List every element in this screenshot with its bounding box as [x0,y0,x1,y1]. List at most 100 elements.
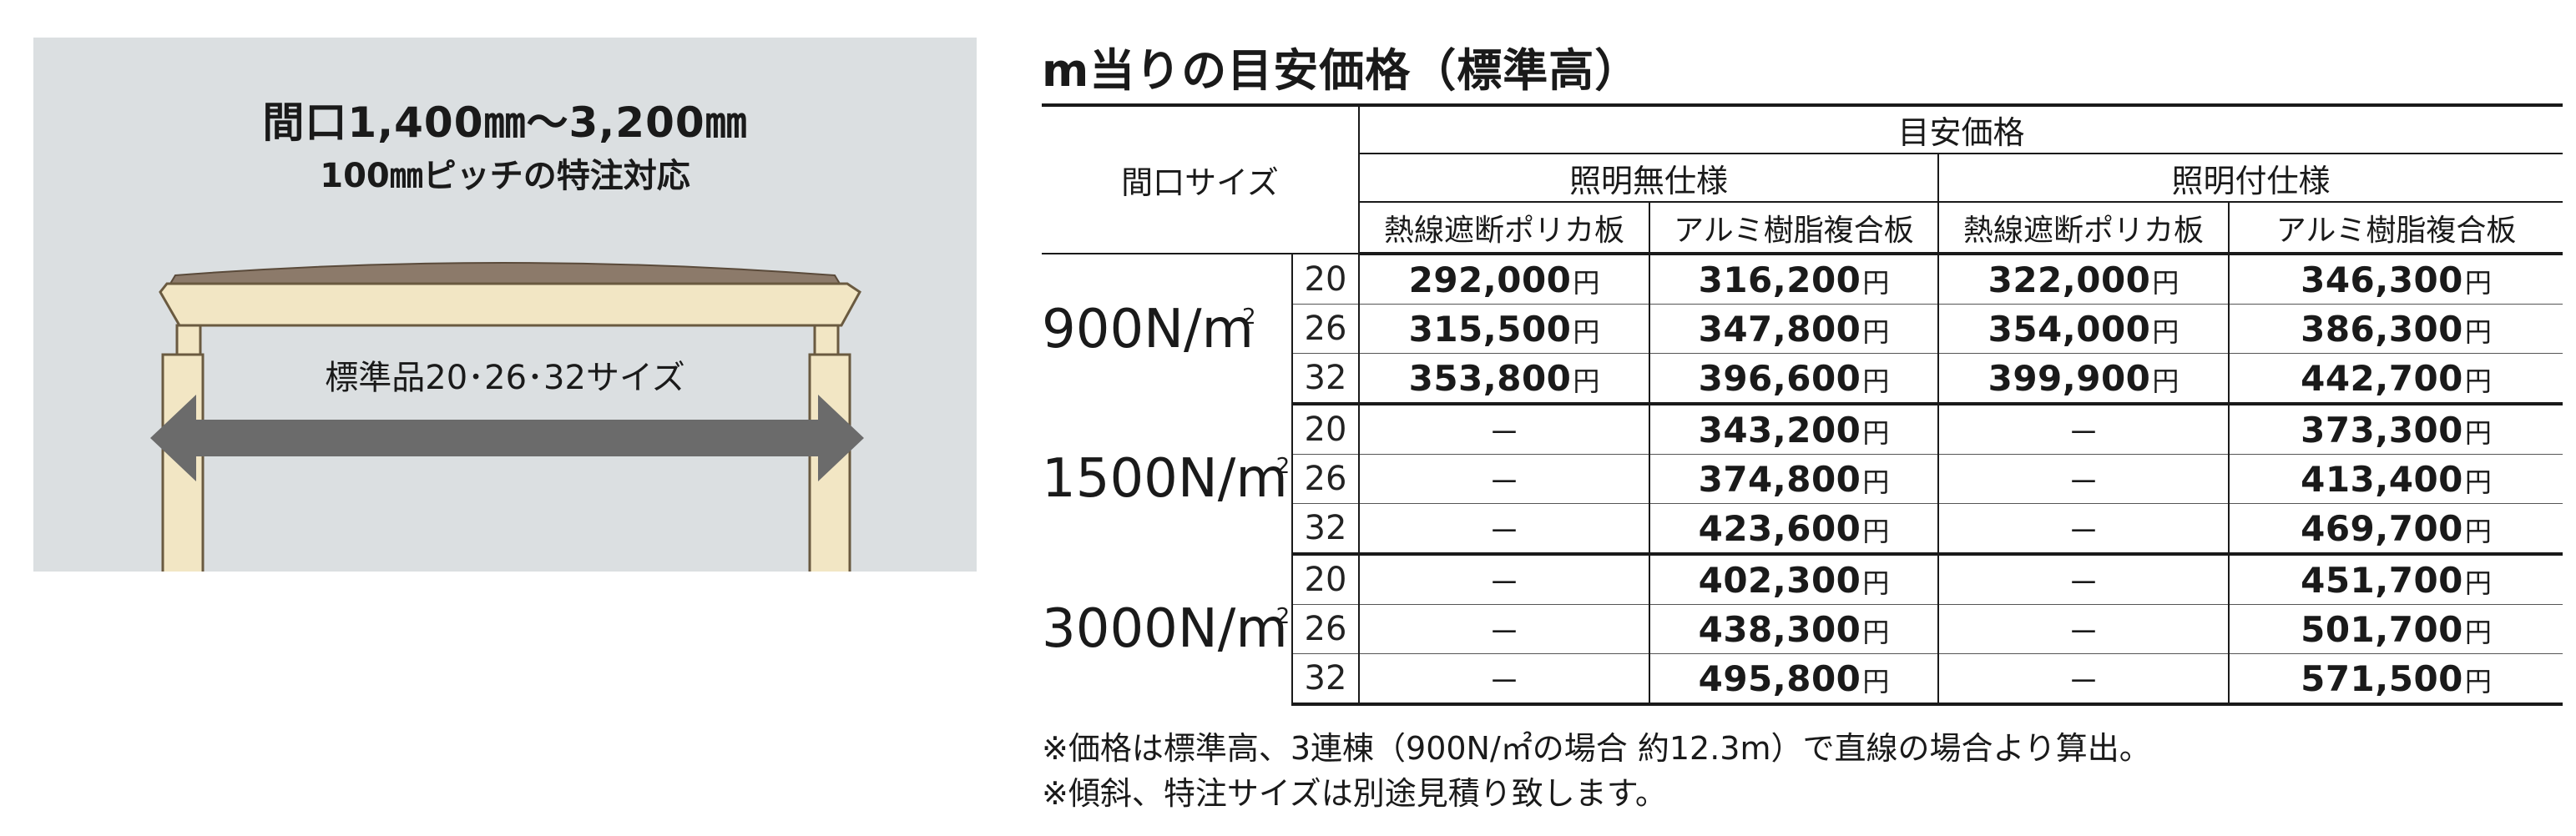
no-price-dash: － [2067,463,2099,501]
price-cell: － [1358,404,1649,455]
price-value: 423,600 [1698,507,1861,549]
price-cell: － [1937,503,2229,556]
price-value: 346,300 [2301,259,2463,300]
no-price-dash: － [1488,414,1520,451]
size-cell: 20 [1291,554,1359,605]
yen-unit: 円 [2464,416,2492,449]
size-cell: 20 [1291,254,1359,305]
no-price-dash: － [2067,613,2099,651]
load-class-cell: 1500N/m2 [1042,404,1292,554]
price-cell: 399,900円 [1937,353,2229,405]
price-cell: － [1358,653,1649,706]
yen-unit: 円 [2152,266,2179,299]
yen-unit: 円 [1862,365,1890,397]
yen-unit: 円 [2464,515,2492,547]
roof-beam-shape [159,282,861,327]
yen-unit: 円 [2464,466,2492,498]
price-cell: － [1937,604,2229,654]
table-row: 26 － 374,800円 － 413,400円 [1042,454,2563,504]
price-value: 438,300 [1698,608,1861,650]
price-value: 396,600 [1698,357,1861,399]
size-header: 間口サイズ [1042,103,1359,254]
yen-unit: 円 [2152,365,2179,397]
price-cell: 373,300円 [2227,404,2563,455]
price-cell: 451,700円 [2227,554,2563,605]
yen-unit: 円 [1862,515,1890,547]
span-arrow-shape [150,395,864,481]
standard-sizes-text: 標準品20･26･32サイズ [325,359,685,397]
yen-unit: 円 [2464,616,2492,648]
price-cell: 354,000円 [1937,304,2229,354]
yen-unit: 円 [1573,315,1600,348]
yen-unit: 円 [2464,665,2492,698]
size-cell: 26 [1291,604,1359,654]
price-value: 469,700 [2301,507,2463,549]
price-value: 501,700 [2301,608,2463,650]
yen-unit: 円 [1862,665,1890,698]
price-cell: － [1358,503,1649,556]
table-row: 32 353,800円 396,600円 399,900円 442,700円 [1042,353,2563,405]
price-cell: － [1937,653,2229,706]
column-header: 熱線遮断ポリカ板 [1358,202,1649,255]
price-cell: 322,000円 [1937,254,2229,305]
no-price-dash: － [1488,512,1520,550]
yen-unit: 円 [2464,365,2492,397]
price-value: 495,800 [1698,657,1861,699]
span-diagram: 間口1,400㎜〜3,200㎜ 100㎜ピッチの特注対応 標準品20･26･32… [33,38,977,572]
price-cell: 292,000円 [1358,254,1649,305]
size-cell: 26 [1291,454,1359,504]
column-header: アルミ樹脂複合板 [1649,202,1938,255]
yen-unit: 円 [1862,266,1890,299]
yen-unit: 円 [1862,315,1890,348]
price-cell: 374,800円 [1649,454,1938,504]
price-value: 353,800 [1408,357,1572,399]
load-class-label: 3000N/m [1042,598,1288,660]
no-price-dash: － [1488,463,1520,501]
size-cell: 32 [1291,503,1359,556]
no-price-dash: － [1488,662,1520,700]
price-cell: － [1937,404,2229,455]
price-value: 347,800 [1698,308,1861,350]
price-cell: － [1358,554,1649,605]
load-class-cell: 3000N/m2 [1042,554,1292,704]
price-cell: 438,300円 [1649,604,1938,654]
price-cell: － [1358,604,1649,654]
price-cell: 346,300円 [2227,254,2563,305]
price-table: 間口サイズ 目安価格 照明無仕様 照明付仕様 熱線遮断ポリカ板 アルミ樹脂複合板… [1042,103,2563,706]
price-cell: 402,300円 [1649,554,1938,605]
price-cell: 347,800円 [1649,304,1938,354]
group-header-no-light: 照明無仕様 [1358,154,1938,203]
table-row: 1500N/m2 20 － 343,200円－ 373,300円 [1042,404,2563,510]
price-cell: 413,400円 [2227,454,2563,504]
notes: ※価格は標準高、3連棟（900N/㎡の場合 約12.3m）で直線の場合より算出。… [1042,726,2151,816]
yen-unit: 円 [2464,315,2492,348]
yen-unit: 円 [2152,315,2179,348]
price-heading: m当りの目安価格（標準高） [1042,44,1641,97]
price-cell: 353,800円 [1358,353,1649,405]
load-class-cell: 900N/m2 [1042,254,1292,404]
price-value: 386,300 [2301,308,2463,350]
price-cell: 315,500円 [1358,304,1649,354]
price-cell: 571,500円 [2227,653,2563,706]
price-cell: 469,700円 [2227,503,2563,556]
price-value: 343,200 [1698,409,1861,451]
size-cell: 20 [1291,404,1359,455]
squared-superscript: 2 [1275,454,1291,479]
load-class-label: 900N/m [1042,298,1254,360]
price-cell: 386,300円 [2227,304,2563,354]
price-value: 451,700 [2301,559,2463,601]
note-line: ※価格は標準高、3連棟（900N/㎡の場合 約12.3m）で直線の場合より算出。 [1042,730,2151,767]
price-cell: － [1937,454,2229,504]
price-cell: 423,600円 [1649,503,1938,556]
table-row: 26 315,500円 347,800円 354,000円 386,300円 [1042,304,2563,354]
price-value: 402,300 [1698,559,1861,601]
yen-unit: 円 [2464,567,2492,599]
squared-superscript: 2 [1275,604,1291,629]
yen-unit: 円 [1573,266,1600,299]
price-cell: 501,700円 [2227,604,2563,654]
price-cell: 396,600円 [1649,353,1938,405]
yen-unit: 円 [1862,466,1890,498]
carport-illustration [150,262,864,572]
price-cell: 495,800円 [1649,653,1938,706]
price-value: 315,500 [1408,308,1572,350]
